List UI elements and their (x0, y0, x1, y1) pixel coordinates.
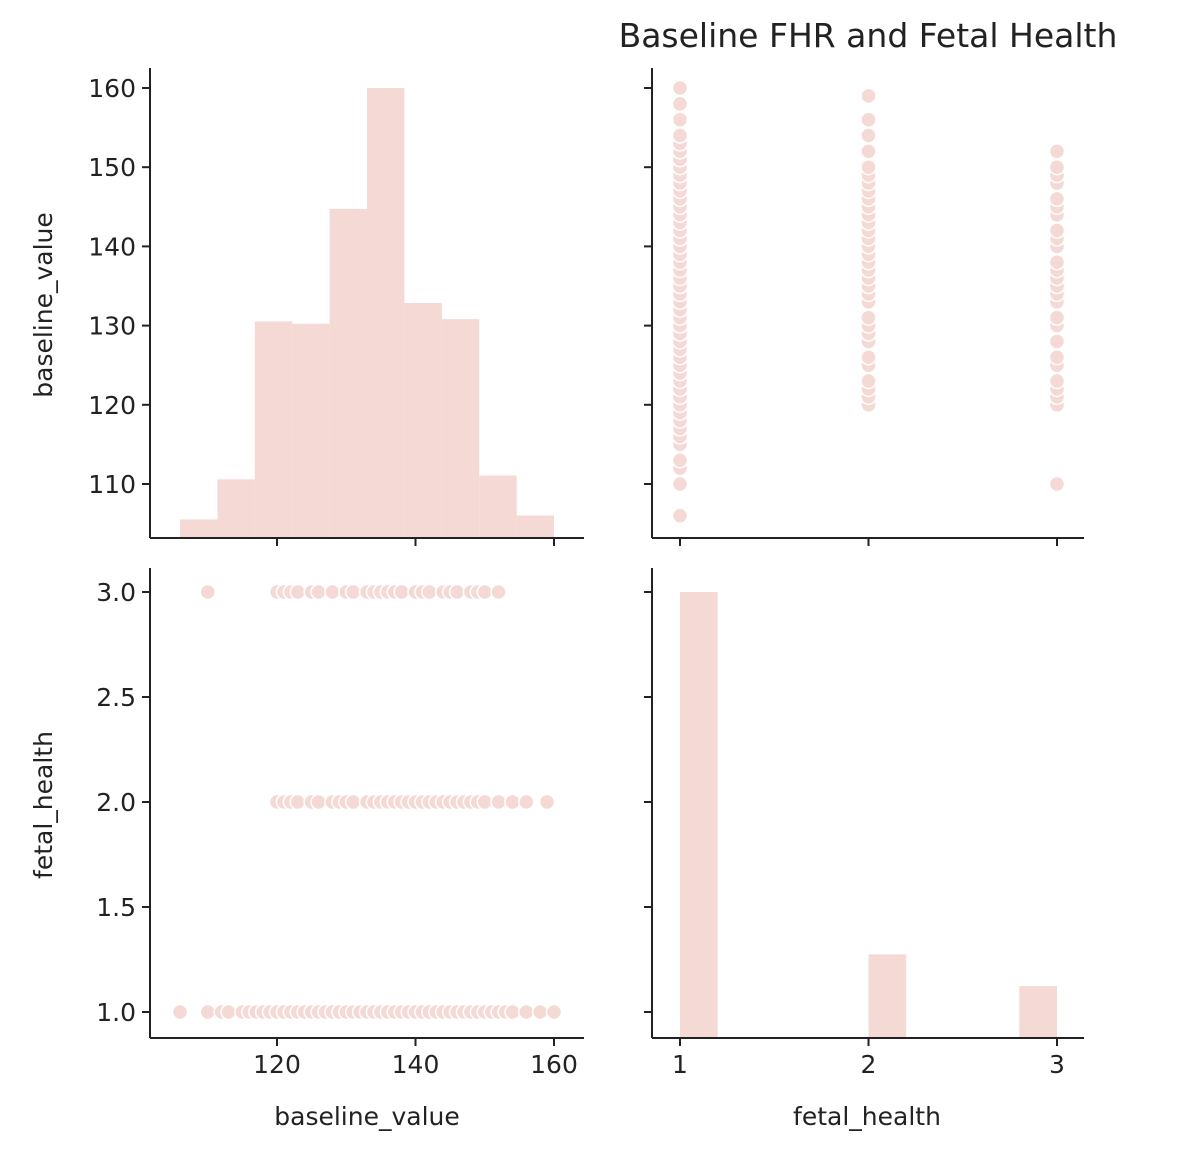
scatter-point (490, 793, 507, 811)
scatter-point (860, 309, 877, 326)
scatter-point (860, 372, 877, 390)
scatter-point (171, 1003, 189, 1021)
scatter-point (1048, 475, 1066, 493)
y-fetal-tick-label: 2.0 (96, 788, 136, 817)
panel-scatter-fetal-vs-baseline: 3.0 2.5 2.0 1.5 1.0 120 140 160 (96, 568, 584, 1079)
chart-title: Baseline FHR and Fetal Health (619, 16, 1118, 55)
scatter-point (289, 583, 307, 601)
y-baseline-tick-label: 130 (88, 312, 136, 341)
panel-scatter-baseline-vs-fetal (644, 68, 1084, 546)
scatter-point (1048, 143, 1066, 160)
scatter-point (1048, 190, 1066, 208)
scatter-point (671, 79, 689, 97)
scatter-point (860, 111, 877, 128)
scatter-point (504, 793, 521, 811)
scatter-point (671, 127, 689, 144)
x-baseline-tick-label: 140 (392, 1050, 440, 1079)
histogram-bar (254, 321, 293, 538)
scatter-point (199, 1003, 216, 1021)
scatter-point (1048, 372, 1066, 390)
scatter-point (504, 1003, 521, 1021)
scatter-point (1048, 349, 1066, 366)
scatter-point (860, 158, 877, 176)
scatter-point (393, 583, 410, 601)
scatter-point (344, 583, 362, 601)
y-baseline-tick-label: 150 (88, 153, 136, 182)
scatter-point (538, 793, 556, 811)
histogram-bar (367, 88, 405, 538)
scatter-point (199, 583, 216, 601)
x-fetal-tick-label: 1 (672, 1050, 688, 1079)
x-baseline-tick-label: 160 (530, 1050, 578, 1079)
scatter-point (476, 583, 493, 601)
scatter-point (421, 583, 438, 601)
scatter-point (860, 349, 877, 366)
scatter-point (860, 127, 877, 144)
y-axis-label-bottom: fetal_health (29, 731, 58, 879)
scatter-point (324, 583, 341, 601)
histogram-bar (868, 954, 907, 1038)
scatter-point (476, 793, 493, 811)
scatter-point (310, 583, 327, 601)
scatter-point (490, 583, 507, 601)
scatter-point (289, 793, 307, 811)
histogram-bar (329, 208, 368, 538)
scatter-point (860, 143, 877, 160)
histogram-bar (479, 475, 517, 538)
histogram-bar (217, 479, 255, 538)
histogram-bar (516, 515, 554, 538)
scatter-point (671, 475, 689, 493)
y-baseline-tick-label: 110 (88, 470, 136, 499)
scatter-point (671, 451, 689, 469)
histogram-bar (441, 319, 480, 538)
panel-histogram-fetal-health: 1 2 3 (644, 568, 1084, 1079)
y-fetal-tick-label: 1.0 (96, 998, 136, 1027)
scatter-point (518, 1003, 535, 1021)
histogram-bar (404, 302, 442, 538)
scatter-point (860, 87, 877, 105)
y-fetal-tick-label: 3.0 (96, 578, 136, 607)
scatter-point (671, 111, 689, 128)
y-fetal-tick-label: 1.5 (96, 893, 136, 922)
scatter-point (671, 507, 689, 524)
y-fetal-tick-label: 2.5 (96, 683, 136, 712)
scatter-point (545, 1003, 563, 1021)
histogram-bar (180, 519, 218, 538)
scatter-point (1048, 309, 1066, 326)
histogram-bar (680, 592, 718, 1038)
x-fetal-tick-label: 2 (861, 1050, 877, 1079)
y-baseline-tick-label: 140 (88, 232, 136, 261)
y-axis-label-top: baseline_value (29, 212, 58, 398)
y-baseline-tick-label: 160 (88, 74, 136, 103)
scatter-point (310, 793, 327, 811)
x-axis-label-right: fetal_health (793, 1102, 941, 1131)
scatter-point (1048, 253, 1066, 271)
scatter-point (1048, 333, 1066, 350)
scatter-point (671, 95, 689, 113)
y-baseline-tick-label: 120 (88, 391, 136, 420)
scatter-point (1048, 222, 1066, 239)
scatter-point (344, 793, 362, 811)
scatter-point (518, 793, 535, 811)
scatter-point (220, 1003, 237, 1021)
histogram-bar (292, 323, 330, 538)
scatter-point (448, 583, 466, 601)
histogram-bar (1019, 986, 1057, 1038)
x-fetal-tick-label: 3 (1049, 1050, 1065, 1079)
scatter-point (531, 1003, 549, 1021)
scatter-point (1048, 158, 1066, 176)
x-axis-label-left: baseline_value (274, 1102, 460, 1131)
x-baseline-tick-label: 120 (253, 1050, 301, 1079)
panel-histogram-baseline-value: 160 150 140 130 120 110 (88, 68, 584, 546)
